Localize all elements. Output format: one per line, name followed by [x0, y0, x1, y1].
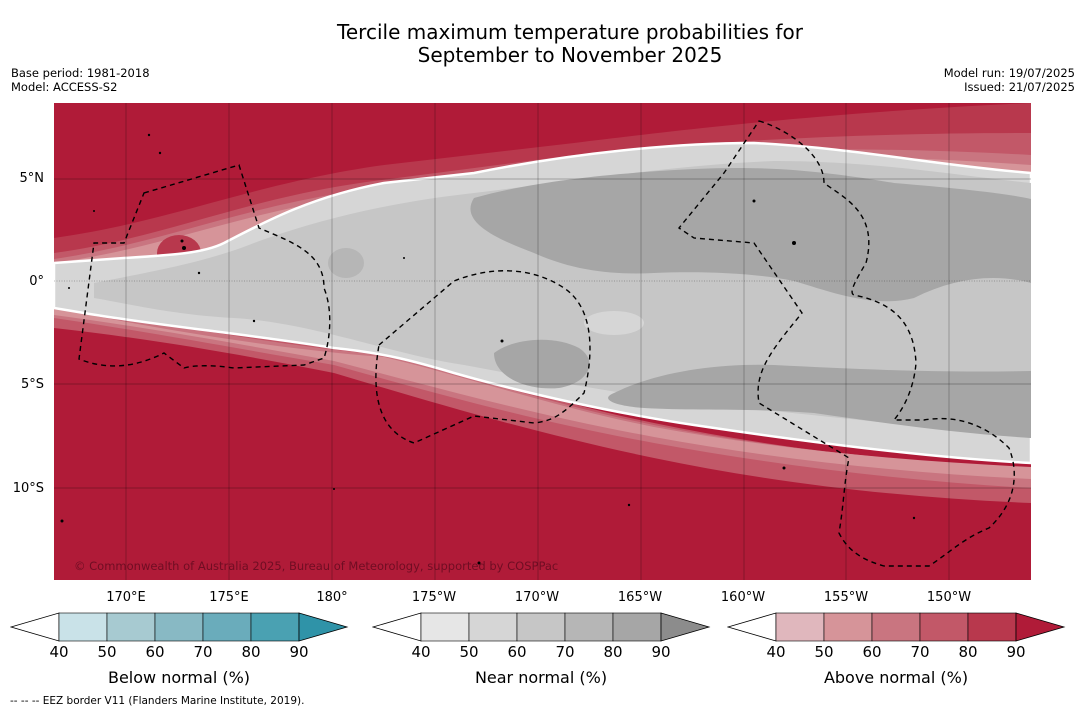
- meta-left: Base period: 1981-2018 Model: ACCESS-S2: [11, 66, 150, 94]
- colorbar-tick-label: 80: [241, 643, 261, 661]
- near-normal-label: Near normal (%): [474, 668, 608, 687]
- probability-map: © Commonwealth of Australia 2025, Bureau…: [54, 103, 1031, 580]
- colorbar-segment: [250, 612, 300, 642]
- title-line-1: Tercile maximum temperature probabilitie…: [337, 20, 803, 44]
- colorbar-tick-label: 70: [555, 643, 575, 661]
- colorbar-segment: [967, 612, 1017, 642]
- colorbar-tick-label: 40: [766, 643, 786, 661]
- colorbar-segment: [919, 612, 969, 642]
- colorbar-segment: [106, 612, 156, 642]
- lon-label-160w: 160°W: [720, 590, 766, 605]
- lon-label-150w: 150°W: [926, 590, 972, 605]
- colorbar-segment: [58, 612, 108, 642]
- lon-label-180: 180°: [316, 590, 348, 605]
- colorbar-segment: [775, 612, 825, 642]
- colorbar-high-extension: [298, 612, 349, 642]
- colorbar-tick-label: 40: [49, 643, 69, 661]
- colorbar-high-extension: [660, 612, 711, 642]
- colorbar-above-normal: [727, 612, 1066, 642]
- lat-label-5n: 5°N: [19, 171, 45, 186]
- colorbar-near-normal: [372, 612, 711, 642]
- eez-footnote: -- -- -- EEZ border V11 (Flanders Marine…: [10, 695, 305, 707]
- colorbar-low-extension: [372, 612, 422, 642]
- colorbar-segment: [468, 612, 518, 642]
- lat-label-10s: 10°S: [12, 481, 44, 496]
- colorbar-segment: [612, 612, 662, 642]
- model-name: Model: ACCESS-S2: [11, 80, 118, 94]
- colorbar-tick-label: 40: [411, 643, 431, 661]
- colorbar-tick-label: 70: [910, 643, 930, 661]
- model-run: Model run: 19/07/2025: [943, 66, 1075, 80]
- colorbar-tick-label: 60: [145, 643, 165, 661]
- colorbar-segment: [516, 612, 566, 642]
- colorbar-tick-label: 50: [814, 643, 834, 661]
- colorbar-tick-label: 80: [603, 643, 623, 661]
- colorbar-segment: [202, 612, 252, 642]
- lat-label-0: 0°: [29, 274, 44, 289]
- copyright-notice: © Commonwealth of Australia 2025, Bureau…: [74, 559, 558, 573]
- colorbar-tick-label: 70: [193, 643, 213, 661]
- meta-right: Model run: 19/07/2025 Issued: 21/07/2025: [944, 66, 1075, 94]
- map-title: Tercile maximum temperature probabilitie…: [0, 21, 1085, 67]
- colorbar-segment: [154, 612, 204, 642]
- colorbar-tick-label: 80: [958, 643, 978, 661]
- colorbar-segment: [564, 612, 614, 642]
- colorbar-high-extension: [1015, 612, 1066, 642]
- below-normal-label: Below normal (%): [107, 668, 251, 687]
- lon-label-175w: 175°W: [411, 590, 457, 605]
- colorbar-tick-label: 90: [1006, 643, 1026, 661]
- lon-label-170e: 170°E: [106, 590, 146, 605]
- colorbar-below-normal: [10, 612, 349, 642]
- colorbar-tick-label: 50: [97, 643, 117, 661]
- colorbar-low-extension: [10, 612, 60, 642]
- above-normal-label: Above normal (%): [823, 668, 969, 687]
- colorbar-tick-label: 60: [507, 643, 527, 661]
- graticule: [54, 103, 1031, 580]
- colorbar-segment: [420, 612, 470, 642]
- issued-date: Issued: 21/07/2025: [964, 80, 1075, 94]
- colorbar-tick-label: 90: [651, 643, 671, 661]
- colorbar-tick-label: 60: [862, 643, 882, 661]
- eez-borders: [78, 120, 1015, 567]
- islands: [60, 133, 916, 565]
- title-line-2: September to November 2025: [417, 43, 723, 67]
- lat-label-5s: 5°S: [20, 377, 44, 392]
- colorbar-tick-label: 50: [459, 643, 479, 661]
- lon-label-165w: 165°W: [617, 590, 663, 605]
- base-period: Base period: 1981-2018: [11, 66, 150, 80]
- colorbar-tick-label: 90: [289, 643, 309, 661]
- colorbar-segment: [871, 612, 921, 642]
- colorbar-low-extension: [727, 612, 777, 642]
- lon-label-175e: 175°E: [209, 590, 249, 605]
- lon-label-155w: 155°W: [823, 590, 869, 605]
- colorbar-segment: [823, 612, 873, 642]
- lon-label-170w: 170°W: [514, 590, 560, 605]
